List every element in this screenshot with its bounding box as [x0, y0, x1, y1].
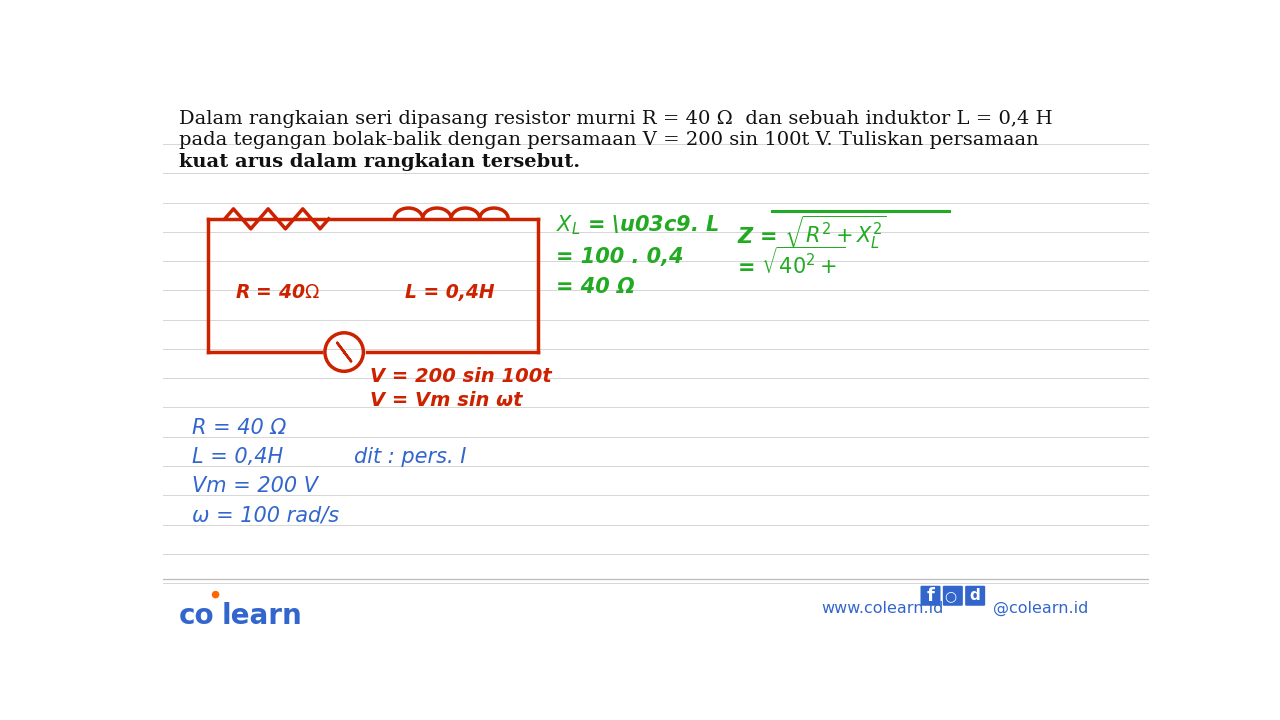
Text: ω = 100 rad/s: ω = 100 rad/s	[192, 505, 339, 526]
Text: dit : pers. I: dit : pers. I	[355, 446, 466, 467]
Text: V = Vm sin ωt: V = Vm sin ωt	[370, 391, 522, 410]
Text: Z = $\sqrt{R^2 + X_L^2}$: Z = $\sqrt{R^2 + X_L^2}$	[737, 213, 887, 251]
Text: R = 40 Ω: R = 40 Ω	[192, 418, 287, 438]
Text: Vm = 200 V: Vm = 200 V	[192, 476, 319, 496]
Text: @colearn.id: @colearn.id	[993, 600, 1088, 616]
Text: = 40 Ω: = 40 Ω	[556, 277, 635, 297]
Text: $X_L$ = \u03c9. L: $X_L$ = \u03c9. L	[556, 213, 719, 237]
Text: f: f	[927, 587, 934, 605]
FancyBboxPatch shape	[920, 586, 941, 606]
Circle shape	[212, 592, 219, 598]
Text: = 100 . 0,4: = 100 . 0,4	[556, 246, 684, 266]
FancyBboxPatch shape	[943, 586, 963, 606]
FancyBboxPatch shape	[965, 586, 986, 606]
Text: R = 40$\Omega$: R = 40$\Omega$	[234, 283, 320, 302]
Text: learn: learn	[221, 603, 302, 630]
Text: V = 200 sin 100t: V = 200 sin 100t	[370, 367, 552, 387]
Text: www.colearn.id: www.colearn.id	[822, 600, 943, 616]
Text: co: co	[179, 603, 214, 630]
Text: ○: ○	[945, 589, 956, 603]
Text: Dalam rangkaian seri dipasang resistor murni R = 40 Ω  dan sebuah induktor L = 0: Dalam rangkaian seri dipasang resistor m…	[179, 109, 1052, 127]
Text: L = 0,4H: L = 0,4H	[404, 283, 494, 302]
Text: pada tegangan bolak-balik dengan persamaan V = 200 sin 100t V. Tuliskan persamaa: pada tegangan bolak-balik dengan persama…	[179, 131, 1038, 149]
Text: d: d	[970, 588, 980, 603]
Text: = $\sqrt{40^2 + }$: = $\sqrt{40^2 + }$	[737, 246, 846, 279]
Text: L = 0,4H: L = 0,4H	[192, 446, 284, 467]
Text: kuat arus dalam rangkaian tersebut.: kuat arus dalam rangkaian tersebut.	[179, 153, 580, 171]
